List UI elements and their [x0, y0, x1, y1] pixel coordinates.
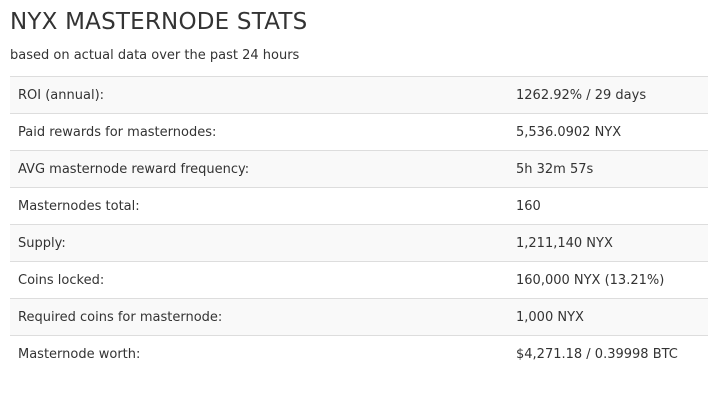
table-row-required-coins: Required coins for masternode: 1,000 NYX: [10, 298, 708, 336]
stats-table: ROI (annual): 1262.92% / 29 days Paid re…: [10, 76, 708, 372]
row-label: Masternode worth:: [10, 335, 508, 372]
row-label: ROI (annual):: [10, 76, 508, 114]
table-row-paid-rewards: Paid rewards for masternodes: 5,536.0902…: [10, 113, 708, 151]
table-row-coins-locked: Coins locked: 160,000 NYX (13.21%): [10, 261, 708, 299]
row-value: $4,271.18 / 0.39998 BTC: [508, 335, 708, 372]
row-label: Paid rewards for masternodes:: [10, 113, 508, 151]
table-row-masternode-worth: Masternode worth: $4,271.18 / 0.39998 BT…: [10, 335, 708, 372]
masternode-stats-panel: NYX MASTERNODE STATS based on actual dat…: [10, 9, 708, 372]
row-label: Masternodes total:: [10, 187, 508, 225]
page-subtitle: based on actual data over the past 24 ho…: [10, 48, 300, 63]
row-label: Required coins for masternode:: [10, 298, 508, 336]
row-value: 5,536.0902 NYX: [508, 113, 708, 151]
table-row-masternodes-total: Masternodes total: 160: [10, 187, 708, 225]
row-value: 1,211,140 NYX: [508, 224, 708, 262]
row-label: AVG masternode reward frequency:: [10, 150, 508, 188]
row-label: Coins locked:: [10, 261, 508, 299]
table-row-roi: ROI (annual): 1262.92% / 29 days: [10, 76, 708, 114]
table-row-supply: Supply: 1,211,140 NYX: [10, 224, 708, 262]
row-value: 1262.92% / 29 days: [508, 76, 708, 114]
page-title: NYX MASTERNODE STATS: [10, 9, 308, 35]
table-row-reward-frequency: AVG masternode reward frequency: 5h 32m …: [10, 150, 708, 188]
row-value: 160: [508, 187, 708, 225]
row-value: 160,000 NYX (13.21%): [508, 261, 708, 299]
row-label: Supply:: [10, 224, 508, 262]
row-value: 1,000 NYX: [508, 298, 708, 336]
row-value: 5h 32m 57s: [508, 150, 708, 188]
